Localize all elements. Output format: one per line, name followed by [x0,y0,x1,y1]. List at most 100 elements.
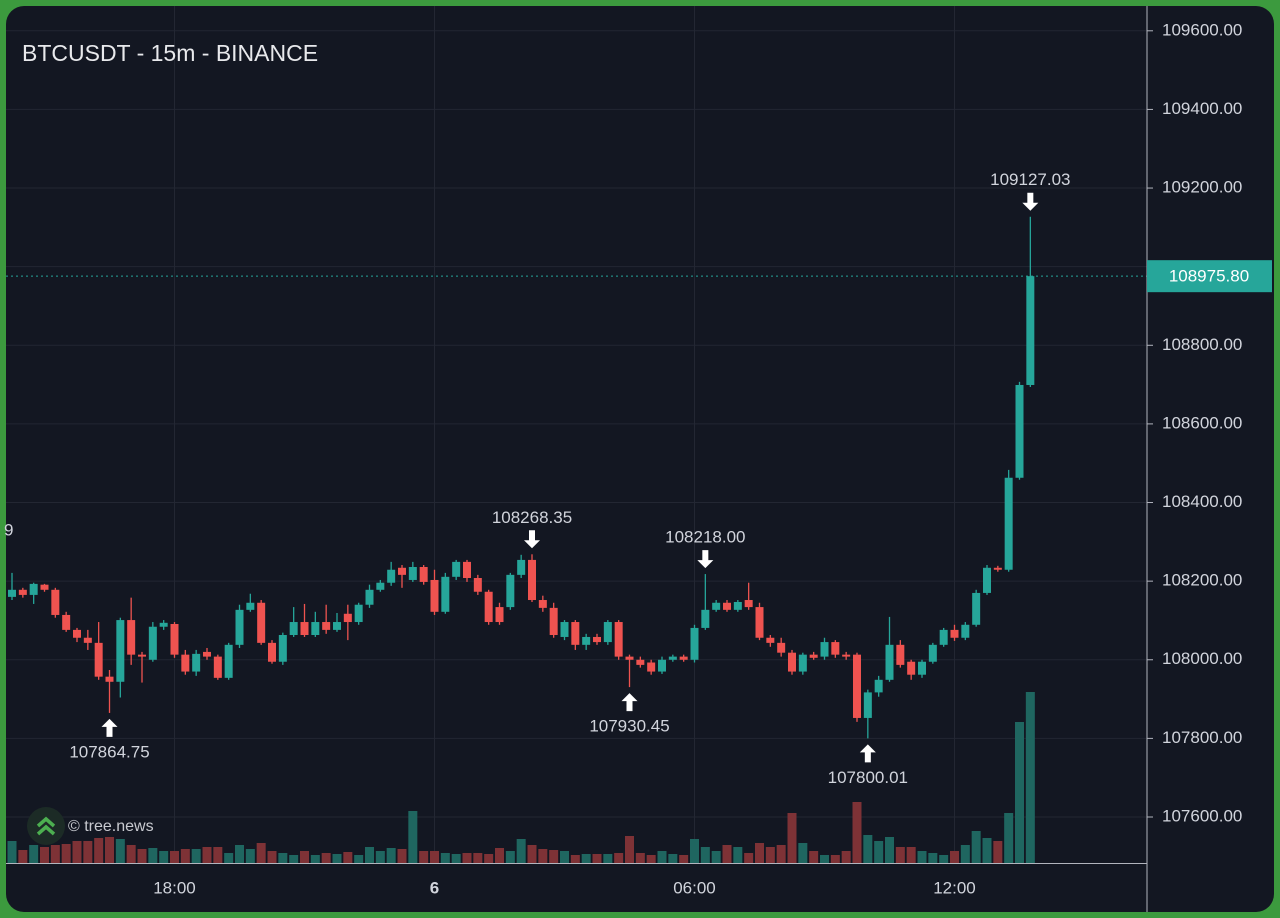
volume-bar [300,851,309,863]
panel [6,6,1274,912]
y-tick-label: 109200.00 [1162,178,1242,197]
low-label: 107930.45 [589,717,669,736]
candle-body [907,661,916,675]
candle-body [8,589,16,597]
volume-bar [852,802,862,863]
candle-body [311,622,320,635]
volume-bar [679,855,689,863]
candle-body [961,624,970,638]
candle-body [777,642,786,653]
volume-bar [505,851,515,863]
volume-bar [159,851,169,863]
volume-bar [830,855,840,863]
y-tick-label: 109600.00 [1162,20,1242,39]
candle-body [246,602,255,610]
clipped-label: 9 [4,520,13,539]
volume-bar [744,853,754,863]
volume-bar [365,847,374,863]
high-arrow [697,550,714,569]
volume-bar [126,845,136,863]
candle-body [538,600,547,608]
candle-body [788,652,796,672]
watermark-logo [27,807,65,845]
candle-body [885,644,894,680]
candle-body [972,592,981,625]
candle-body [668,656,677,660]
volume-bar [256,843,266,863]
candle-body [528,559,536,601]
volume-bar [874,841,884,863]
candle-body [376,582,385,590]
volume-bar [895,847,905,863]
y-tick-label: 107600.00 [1162,806,1242,825]
candle-body [798,654,807,672]
candle-body [365,589,374,605]
candle-body [116,620,125,682]
volume-bar [798,843,808,863]
volume-bar [765,847,775,863]
volume-bar [72,841,82,863]
chart-title: BTCUSDT - 15m - BINANCE [22,40,318,66]
candle-body [658,659,666,672]
candle-body [679,656,688,660]
volume-bar [332,854,342,863]
volume-bar [180,849,190,863]
volume-bar [83,841,93,863]
candle-body [354,604,363,623]
volume-bar [603,854,613,863]
candle-body [83,637,92,643]
volume-bar [137,849,147,863]
candle-body [430,579,439,612]
candle-body [820,642,829,657]
candle-body [918,661,926,675]
candle-body [636,659,645,665]
y-tick-label: 108600.00 [1162,413,1242,432]
axes: 107600.00 107800.00 108000.00 108200.00 1084… [153,20,1272,897]
volume-bar [343,852,353,863]
volume-bar [397,849,407,863]
candle-body [582,636,591,645]
candle-body [408,566,417,580]
candle-body [647,662,656,672]
candle-body [614,622,623,657]
candle-body [170,623,179,655]
volume-bar [733,847,743,863]
volume-bar [787,813,797,863]
candle-body [127,620,136,655]
volume-bar [906,847,916,863]
y-tick-label: 108400.00 [1162,492,1242,511]
candle-body [809,654,818,658]
volume-bar [451,854,461,863]
candle-body [625,656,634,660]
candle-body [712,602,721,610]
candle-body [701,609,710,628]
candle-body [40,584,49,590]
low-arrow [859,744,876,763]
volume-bar [950,851,959,863]
volume-bar [939,855,949,863]
candle-body [29,583,38,595]
volume-bar [635,853,645,863]
candle-body [549,607,558,635]
candle-body [441,576,450,612]
volume-bar [690,839,699,863]
volume-bar [321,853,331,863]
volume-bar [657,851,667,863]
volume-bar [841,851,851,863]
candle-body [950,629,959,638]
candle-body [159,622,168,627]
volume-bar [885,837,894,863]
y-tick-label: 108200.00 [1162,571,1242,590]
x-tick-label: 6 [430,878,439,897]
high-arrow [524,530,540,549]
volume-bar [473,853,483,863]
candle-body [744,600,753,608]
candle-body [192,653,201,672]
candle-body [300,622,309,635]
candle-body [863,692,872,718]
volume-bar [1004,813,1014,863]
volume-bar [408,811,418,863]
volume-bar [170,851,179,863]
y-tick-label: 108000.00 [1162,649,1242,668]
low-label: 107864.75 [69,742,149,761]
